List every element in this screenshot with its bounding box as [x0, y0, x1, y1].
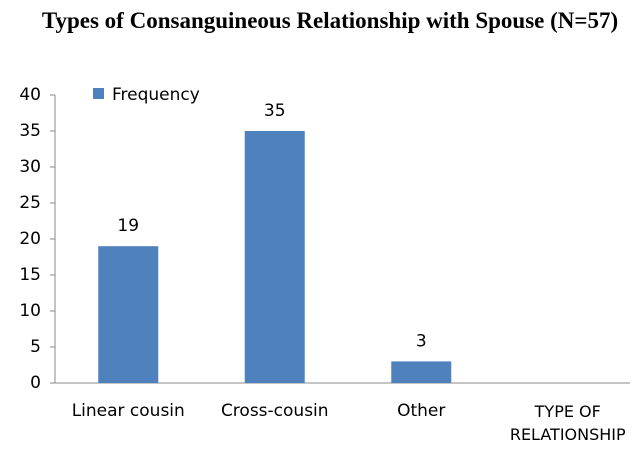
chart-title: Types of Consanguineous Relationship wit…	[41, 8, 619, 33]
bar	[391, 361, 452, 383]
data-label: 19	[117, 216, 139, 236]
x-axis-label: TYPE OF RELATIONSHIP	[509, 402, 626, 444]
y-tick-label: 15	[19, 265, 41, 285]
legend-label: Frequency	[112, 85, 200, 105]
y-tick-label: 30	[19, 157, 41, 177]
y-tick-label: 10	[19, 301, 41, 321]
data-label: 35	[264, 101, 286, 121]
bar	[244, 131, 305, 383]
y-tick-label: 20	[19, 229, 41, 249]
x-tick-label: Linear cousin	[72, 401, 185, 421]
bar	[98, 246, 159, 383]
y-tick-label: 25	[19, 193, 41, 213]
data-label: 3	[416, 331, 427, 351]
y-tick-label: 5	[30, 337, 41, 357]
x-tick-label: Other	[397, 401, 445, 421]
x-tick-label: Cross-cousin	[221, 401, 329, 421]
y-tick-label: 0	[30, 373, 41, 393]
y-tick-label: 40	[19, 85, 41, 105]
legend-swatch	[93, 88, 104, 99]
y-tick-label: 35	[19, 121, 41, 141]
